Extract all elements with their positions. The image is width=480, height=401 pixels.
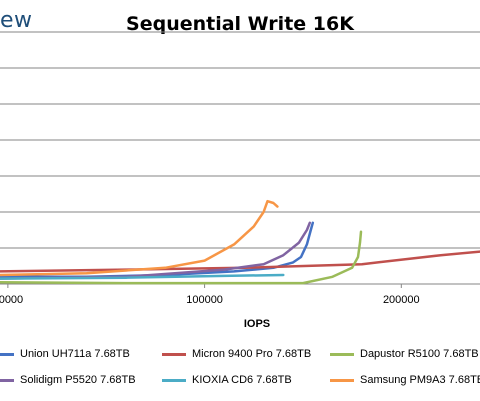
legend-item: Union UH711a 7.68TB [0,348,130,360]
legend-label: Solidigm P5520 7.68TB [20,374,136,386]
x-tick-label: 00000 [0,294,23,306]
brand-logo-fragment: ew [0,8,33,33]
legend-item: Solidigm P5520 7.68TB [0,374,136,386]
legend-label: Micron 9400 Pro 7.68TB [192,348,312,360]
legend-swatch [0,352,14,356]
legend-item: Micron 9400 Pro 7.68TB [162,348,311,360]
legend-item: Dapustor R5100 7.68TB [330,348,479,360]
legend-item: KIOXIA CD6 7.68TB [162,374,292,386]
legend-label: Dapustor R5100 7.68TB [360,348,479,360]
legend-item: Samsung PM9A3 7.68TB [330,374,480,386]
series-line [0,250,480,273]
series-line [0,273,285,280]
series-line [0,199,279,277]
legend-swatch [162,378,186,382]
legend-label: Samsung PM9A3 7.68TB [360,374,480,386]
legend-label: KIOXIA CD6 7.68TB [192,374,292,386]
series-line [0,221,312,280]
x-axis-title: IOPS [244,318,270,330]
legend-label: Union UH711a 7.68TB [20,348,130,360]
x-tick-label: 100000 [186,294,223,306]
legend-swatch [330,378,354,382]
x-tick-label: 200000 [383,294,420,306]
chart-title: Sequential Write 16K [126,13,354,35]
legend-swatch [0,378,14,382]
legend-swatch [162,352,186,356]
chart-legend: Union UH711a 7.68TB Micron 9400 Pro 7.68T… [0,340,480,401]
chart-plot: 00000 100000 200000 IOPS [0,31,480,330]
series-line [0,230,363,285]
legend-swatch [330,352,354,356]
